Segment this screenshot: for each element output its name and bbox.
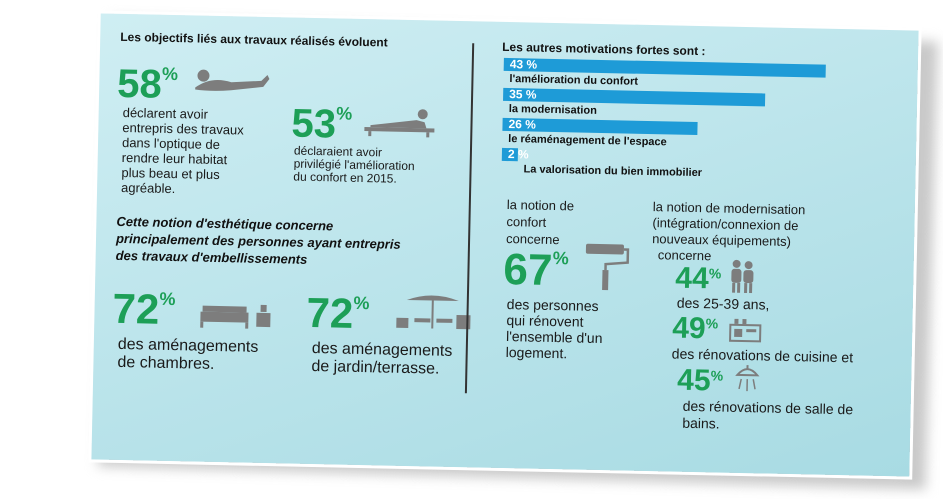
stat-72-chambres-text: des aménagements de chambres. [117,335,259,373]
paint-roller-icon [585,243,630,291]
reclining-person-icon [195,69,270,91]
stat-72-jardin: 72% [306,288,370,337]
esthetique-note: Cette notion d'esthétique concerne princ… [115,213,401,267]
stat-72-chambres: 72% [112,284,176,333]
infographic-card: Les objectifs liés aux travaux réalisés … [91,13,919,477]
shower-icon [735,365,760,392]
bar-modernisation-label: la modernisation [508,103,597,117]
bar-reamenagement-value: 26 % [508,117,537,132]
bar-valorisation-label: La valorisation du bien immobilier [523,163,703,180]
stat-58: 58% [116,61,179,107]
stat-72-jardin-text: des aménagements de jardin/terrasse. [311,339,453,378]
right-heading: Les autres motivations fortes sont : [502,39,706,59]
kitchen-icon [729,318,762,343]
stat-45: 45% [676,363,724,398]
stat-53: 53% [291,101,353,147]
couple-icon [731,259,754,294]
stat-58-text: déclarent avoir entrepris des travaux da… [120,104,244,197]
bar-modernisation-value: 35 % [509,87,537,102]
stat-67-text: des personnes qui rénovent l'ensemble d'… [505,296,603,362]
bar-valorisation-value: 2 % [507,147,529,162]
stat-44: 44% [674,261,722,296]
confort-intro: la notion de confort concerne [505,197,575,248]
bed-icon [200,304,271,329]
stat-49: 49% [671,311,719,346]
column-divider [464,43,475,394]
bar-confort-value: 43 % [509,57,538,72]
bar-confort-label: l'amélioration du confort [509,73,639,88]
stat-67: 67% [502,244,569,295]
stat-44-text: des 25-39 ans, [676,294,770,313]
modernisation-intro: la notion de modernisation (intégration/… [652,199,806,264]
stat-53-text: déclaraient avoir privilégié l'améliorat… [293,143,415,186]
garden-furniture-icon [396,295,471,330]
bar-reamenagement-label: le réaménagement de l'espace [508,133,667,149]
motivations-bars: 43 % l'amélioration du confort 35 % la m… [101,13,919,179]
left-heading: Les objectifs liés aux travaux réalisés … [120,29,388,50]
stat-45-text: des rénovations de salle de bains. [682,397,854,432]
lounging-person-icon [364,109,435,138]
